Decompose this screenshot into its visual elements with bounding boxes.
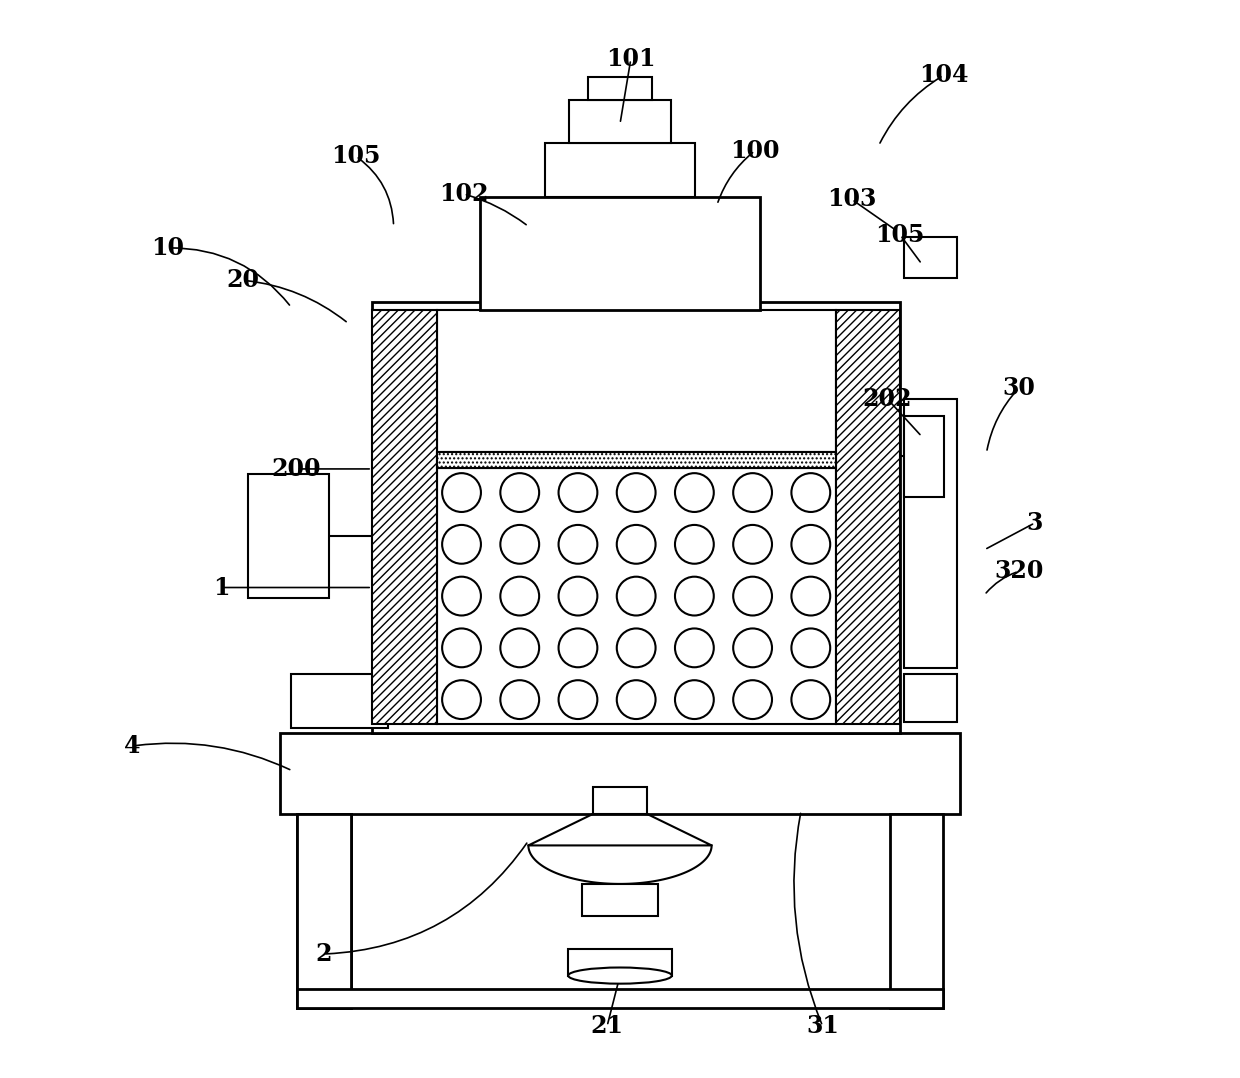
Text: 3: 3 bbox=[1027, 511, 1043, 535]
Bar bbox=[388, 668, 852, 733]
Text: 200: 200 bbox=[272, 457, 321, 481]
Text: 1: 1 bbox=[213, 576, 229, 599]
Text: 202: 202 bbox=[863, 387, 913, 411]
Bar bbox=[904, 399, 957, 668]
Bar bbox=[904, 674, 957, 722]
Text: 20: 20 bbox=[226, 268, 259, 292]
Bar bbox=[836, 310, 900, 724]
Text: 10: 10 bbox=[151, 236, 184, 260]
Text: 101: 101 bbox=[606, 47, 656, 71]
Text: 2: 2 bbox=[315, 942, 332, 966]
Text: 320: 320 bbox=[994, 559, 1044, 583]
Bar bbox=[248, 474, 329, 598]
Text: 4: 4 bbox=[124, 734, 141, 758]
Bar bbox=[296, 814, 351, 1008]
Text: 104: 104 bbox=[919, 64, 968, 87]
Text: 31: 31 bbox=[806, 1014, 839, 1038]
Bar bbox=[588, 77, 652, 100]
Bar bbox=[296, 814, 351, 1008]
Text: 105: 105 bbox=[331, 144, 381, 168]
Text: 100: 100 bbox=[730, 139, 780, 163]
Text: 21: 21 bbox=[590, 1014, 624, 1038]
Bar bbox=[291, 674, 388, 728]
Bar bbox=[568, 949, 672, 976]
Bar bbox=[280, 733, 960, 814]
Ellipse shape bbox=[568, 968, 672, 983]
Bar bbox=[296, 989, 944, 1008]
Bar bbox=[904, 416, 945, 497]
Bar bbox=[436, 452, 836, 468]
Text: 30: 30 bbox=[1002, 376, 1035, 400]
Text: 103: 103 bbox=[827, 188, 877, 211]
Bar bbox=[480, 197, 760, 310]
Bar bbox=[544, 143, 696, 197]
Bar bbox=[569, 100, 671, 143]
Bar bbox=[593, 787, 647, 814]
Text: 105: 105 bbox=[875, 223, 925, 247]
Bar bbox=[372, 302, 900, 733]
Text: 102: 102 bbox=[439, 182, 489, 206]
Bar bbox=[583, 884, 657, 916]
Bar bbox=[889, 814, 944, 1008]
Bar bbox=[904, 237, 957, 278]
Bar bbox=[436, 310, 836, 724]
Bar bbox=[372, 310, 436, 724]
